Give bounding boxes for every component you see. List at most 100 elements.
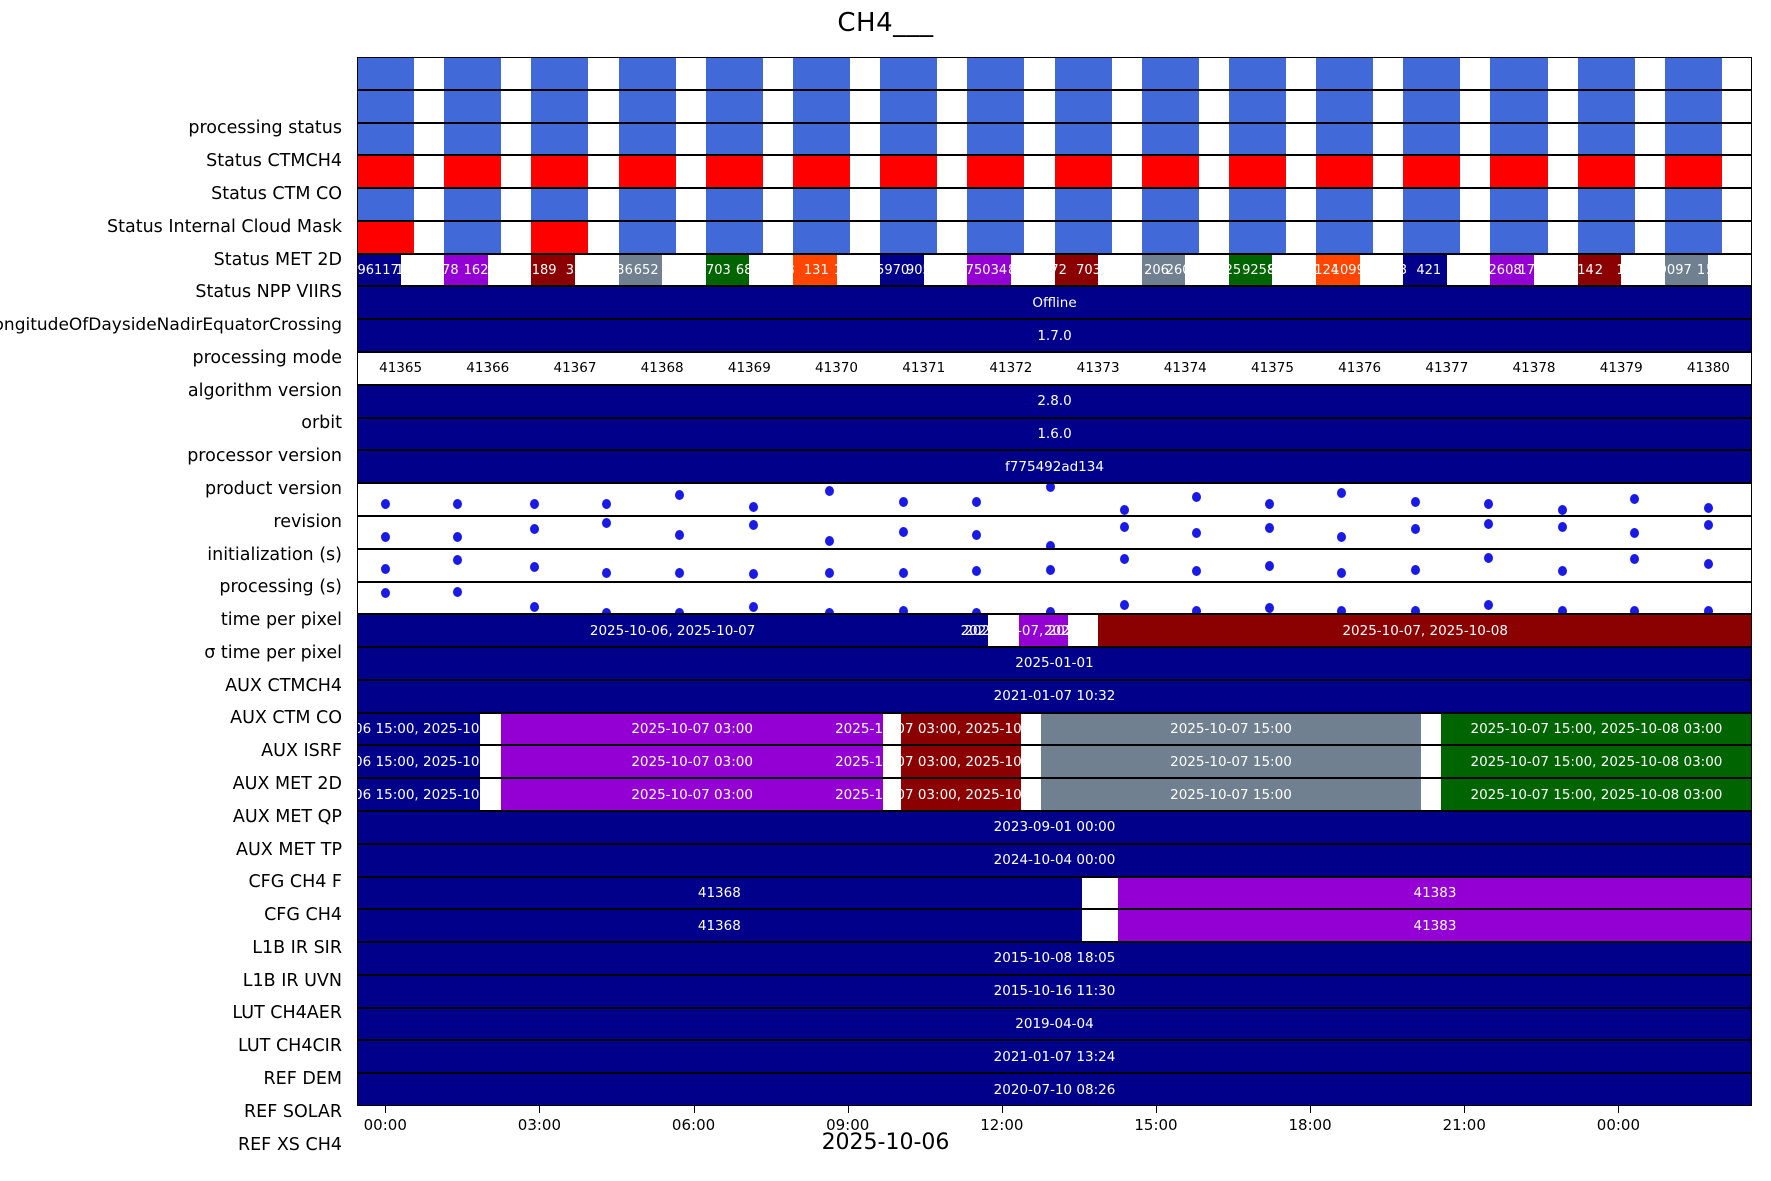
longitude-value: 122 [667, 262, 693, 278]
longitude-segment [1272, 254, 1317, 286]
longitude-segment [792, 254, 837, 286]
longitude-value: 703 [1076, 262, 1101, 278]
x-tick-label: 21:00 [1442, 1116, 1486, 1134]
scatter-point [675, 529, 685, 540]
status-cell [1403, 123, 1461, 155]
scatter-point [602, 517, 612, 528]
timeline-segment: 2025-10-07 15:00 [1040, 713, 1422, 745]
timeline-segment [1021, 713, 1041, 745]
scatter-point [1337, 488, 1347, 499]
status-cell [618, 58, 676, 89]
timeline-segment: 2025-10-08 [1044, 615, 1122, 647]
scatter-point [824, 486, 834, 497]
l1b-ir-uvn-row: 41368 41383 [357, 909, 1752, 943]
longitude-segment [1316, 254, 1360, 286]
constant-row-value: 1.6.0 [1037, 425, 1072, 442]
scatter-point [971, 566, 981, 577]
status-cell [1577, 156, 1635, 188]
x-tick-label: 15:00 [1134, 1116, 1178, 1134]
timeline-segment: 41383 [1117, 877, 1752, 909]
status-cell [1664, 156, 1722, 188]
x-tick [693, 1106, 695, 1113]
constant-row-cfg-ch4: 2024-10-04 00:00 [357, 843, 1752, 877]
scatter-point [1411, 605, 1421, 614]
longitude-value: 982603 [1267, 262, 1318, 278]
status-cell [531, 156, 589, 188]
status-cell [444, 90, 502, 122]
status-cell [1228, 90, 1286, 122]
status-cell [1664, 123, 1722, 155]
longitude-value: 1097 [1616, 262, 1650, 278]
longitude-segment [923, 254, 968, 286]
longitude-value: 260742 [1165, 262, 1216, 278]
longitude-segment [1141, 254, 1186, 286]
longitude-segment [444, 254, 488, 286]
timeline-segment [480, 713, 502, 745]
scatter-point [898, 606, 908, 614]
constant-row-value: 2019-04-04 [1015, 1016, 1094, 1033]
status-cell [967, 123, 1025, 155]
row-label-lut-ch4aer: LUT CH4AER [232, 1003, 342, 1024]
status-cell [792, 90, 851, 122]
status-cell [1403, 221, 1461, 253]
status-cell [1228, 221, 1286, 253]
status-cell [618, 90, 676, 122]
status-cell [1490, 58, 1548, 89]
x-tick [1310, 1106, 1312, 1113]
status-row-status-internal-cloud-mask [357, 155, 1752, 189]
longitude-segment [1446, 254, 1491, 286]
timeline-segment: 2025-10-07 03:00, 2025-10-07 15:00 [835, 713, 1087, 745]
x-tick [1001, 1106, 1003, 1113]
status-cell [880, 90, 938, 122]
scatter-point [1045, 484, 1055, 493]
x-axis: 00:00 03:00 06:00 09:00 12:00 15:00 18:00 21:00… [357, 1106, 1752, 1134]
constant-row-lut-ch4cir: 2015-10-16 11:30 [357, 974, 1752, 1008]
scatter-point [748, 520, 758, 531]
scatter-point [675, 567, 685, 578]
timeline-segment: 2025-10-07 03:00 [501, 713, 883, 745]
scatter-point [1191, 527, 1201, 538]
timeline-segment [1421, 746, 1441, 778]
constant-row-algorithm-version: 1.7.0 [357, 319, 1752, 353]
constant-row-ref-xs-ch4: 2020-07-10 08:26 [357, 1073, 1752, 1106]
longitude-value: 131 [803, 262, 829, 278]
status-cell [1228, 58, 1286, 89]
status-cell [1664, 58, 1722, 89]
status-cell [880, 189, 938, 220]
status-cell [792, 58, 851, 89]
timeline-segment [882, 713, 902, 745]
timeline-segment: 2025-10-07 03:00 [501, 779, 883, 810]
timeline-segment: 2025-10-07 03:00, 2025-10-07 15:00 [835, 779, 1087, 810]
row-label-status-ctm-co: Status CTM CO [211, 183, 342, 204]
status-cell [1316, 221, 1374, 253]
row-label-revision: revision [273, 511, 342, 532]
row-label-aux-met-qp: AUX MET QP [232, 806, 342, 827]
scatter-point [748, 502, 758, 513]
constant-row-product-version: 1.6.0 [357, 417, 1752, 451]
scatter-row-initialization-s [357, 483, 1752, 516]
status-cell [1577, 58, 1635, 89]
timeline-segment: 2025-10-06 15:00, 2025-10-07 03:00 [357, 779, 545, 810]
row-label-aux-ctm-co: AUX CTM CO [230, 708, 342, 729]
x-tick [1155, 1106, 1157, 1113]
longitude-segment [1490, 254, 1535, 286]
scatter-point [1557, 505, 1567, 515]
scatter-point [1337, 532, 1347, 543]
constant-row-ref-dem: 2019-04-04 [357, 1007, 1752, 1041]
row-label-longitudeofdaysidenadirequatorcrossing: longitudeOfDaysideNadirEquatorCrossing [0, 315, 342, 336]
longitude-segment [1185, 254, 1229, 286]
scatter-point [381, 499, 391, 510]
scatter-point [529, 524, 539, 535]
timeline-segment: 2025-10-07 03:00, 2025-10-07 15:00 [835, 746, 1087, 778]
scatter-point [1191, 492, 1201, 503]
scatter-point [824, 568, 834, 579]
status-cell [705, 90, 763, 122]
longitude-segment [749, 254, 793, 286]
status-cell [531, 90, 589, 122]
longitude-value: 396117 [357, 262, 399, 278]
longitude-segment [357, 254, 401, 286]
status-row-status-ctmch4 [357, 89, 1752, 123]
status-cell [1316, 156, 1374, 188]
x-tick [385, 1106, 387, 1113]
constant-row-value: 2015-10-08 18:05 [993, 950, 1116, 967]
